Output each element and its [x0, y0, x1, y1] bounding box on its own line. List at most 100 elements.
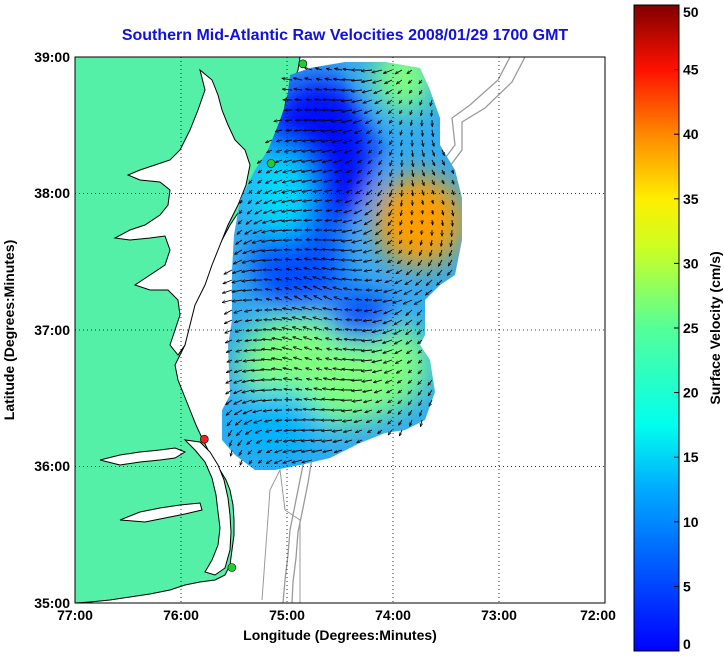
colorbar-ticks: 0 5 10 15 20 25 30 35 40 45 50 — [674, 4, 699, 652]
velocity-arrow — [262, 349, 273, 350]
velocity-arrow — [356, 189, 363, 194]
velocity-arrow — [243, 249, 253, 254]
velocity-arrow — [272, 348, 283, 351]
colorbar-tick-label: 40 — [683, 126, 699, 142]
velocity-arrow — [342, 279, 353, 280]
colorbar-tick-label: 5 — [683, 578, 691, 594]
velocity-arrow — [390, 159, 392, 166]
velocity-arrow — [257, 159, 263, 163]
velocity-arrow — [383, 299, 393, 302]
velocity-arrow — [398, 389, 403, 393]
velocity-arrow — [376, 280, 383, 281]
radar-station-marker — [200, 434, 209, 444]
velocity-arrow — [326, 69, 333, 71]
velocity-arrow — [223, 279, 233, 285]
velocity-arrow — [344, 139, 353, 143]
velocity-arrow — [249, 189, 253, 193]
velocity-arrow — [345, 149, 353, 154]
velocity-arrow — [254, 219, 263, 224]
velocity-arrow — [419, 399, 423, 406]
velocity-arrow — [452, 179, 454, 184]
velocity-arrow — [316, 68, 323, 70]
velocity-arrow — [442, 219, 443, 226]
velocity-arrow — [324, 89, 333, 90]
velocity-arrow — [379, 159, 383, 165]
velocity-arrow — [419, 79, 423, 84]
velocity-arrow — [442, 159, 445, 165]
velocity-arrow — [418, 359, 423, 363]
velocity-arrow — [417, 309, 423, 315]
velocity-arrow — [304, 220, 313, 221]
velocity-arrow — [414, 299, 423, 304]
velocity-arrow — [302, 449, 313, 452]
velocity-arrow — [364, 259, 373, 262]
velocity-arrow — [375, 99, 383, 104]
velocity-arrow — [372, 359, 383, 362]
velocity-arrow — [375, 249, 383, 253]
velocity-arrow — [408, 369, 413, 373]
velocity-arrow — [379, 169, 383, 175]
velocity-arrow — [333, 149, 343, 153]
x-tick-label: 74:00 — [375, 607, 411, 623]
velocity-arrow — [285, 297, 293, 301]
velocity-arrow — [239, 449, 243, 455]
velocity-arrow — [243, 370, 253, 372]
velocity-arrow — [389, 119, 392, 123]
velocity-arrow — [396, 369, 403, 373]
velocity-arrow — [332, 139, 343, 142]
velocity-arrow — [325, 220, 333, 221]
velocity-arrow — [342, 369, 353, 370]
velocity-arrow — [383, 69, 393, 73]
velocity-arrow — [406, 329, 413, 335]
velocity-arrow — [332, 379, 343, 381]
velocity-arrow — [266, 430, 273, 432]
velocity-arrow — [292, 440, 303, 441]
velocity-arrow — [315, 89, 323, 90]
velocity-arrow — [315, 348, 323, 351]
velocity-arrow — [321, 430, 333, 431]
velocity-arrow — [419, 249, 423, 256]
velocity-arrow — [272, 379, 283, 380]
radar-station-marker — [298, 59, 308, 69]
velocity-arrow — [304, 258, 313, 260]
velocity-arrow — [245, 310, 253, 312]
velocity-arrow — [276, 140, 283, 142]
velocity-arrow — [418, 259, 423, 266]
velocity-arrow — [431, 149, 435, 156]
velocity-arrow — [322, 399, 333, 400]
sound-water — [183, 439, 232, 576]
velocity-arrow — [233, 269, 243, 273]
velocity-arrow — [430, 249, 433, 256]
velocity-arrow — [322, 440, 333, 442]
velocity-arrow — [388, 419, 393, 424]
velocity-arrow — [248, 199, 253, 204]
velocity-arrow — [361, 350, 373, 351]
y-tick-label: 39:00 — [34, 49, 70, 65]
colorbar-label: Surface Velocity (cm/s) — [707, 251, 723, 404]
velocity-arrow — [232, 300, 243, 301]
velocity-arrow — [355, 429, 363, 433]
velocity-arrow — [341, 240, 353, 242]
velocity-arrow — [252, 239, 263, 243]
velocity-arrow — [266, 139, 273, 143]
velocity-arrow — [390, 169, 392, 176]
velocity-arrow — [256, 310, 263, 311]
velocity-arrow — [234, 369, 243, 372]
velocity-arrow — [397, 379, 403, 383]
velocity-arrow — [275, 130, 283, 132]
velocity-arrow — [404, 289, 413, 294]
velocity-arrow — [399, 429, 403, 436]
velocity-arrow — [345, 439, 353, 442]
velocity-arrow — [361, 360, 373, 361]
velocity-arrow — [430, 99, 432, 106]
bathymetry-line-shelf — [261, 468, 301, 603]
velocity-arrow — [448, 259, 453, 266]
velocity-arrow — [272, 219, 283, 222]
velocity-arrow — [226, 389, 233, 394]
velocity-arrow — [378, 189, 383, 196]
velocity-arrow — [272, 369, 283, 371]
velocity-arrow — [313, 190, 323, 192]
velocity-arrow — [347, 180, 353, 182]
velocity-arrow — [334, 220, 343, 221]
